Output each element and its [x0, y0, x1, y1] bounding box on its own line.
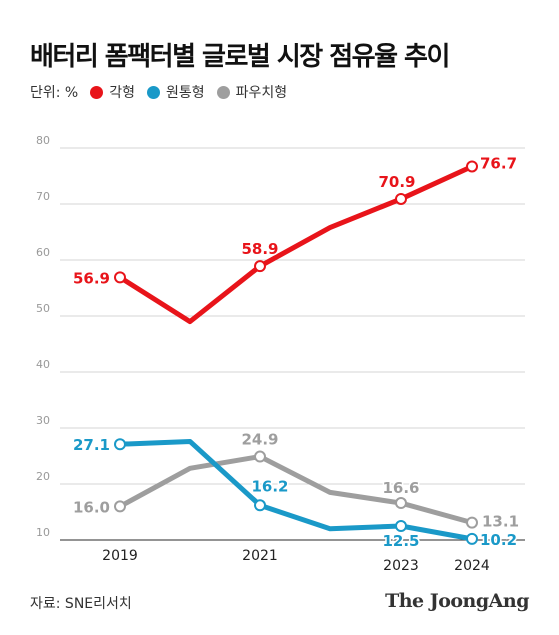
- source-note: 자료: SNE리서치: [30, 596, 132, 612]
- y-tick-label: 70: [36, 190, 50, 203]
- legend-item-prismatic: 각형: [90, 82, 135, 102]
- legend-item-cylindrical: 원통형: [147, 82, 205, 102]
- x-tick-label: 2019: [102, 548, 138, 564]
- data-point: [395, 497, 407, 510]
- legend-label-pouch: 파우치형: [235, 85, 288, 101]
- data-point: [254, 260, 266, 273]
- data-label: 70.9: [378, 173, 415, 191]
- legend-label-prismatic: 각형: [109, 85, 135, 101]
- data-label: 13.1: [482, 513, 519, 531]
- y-tick-label: 50: [36, 302, 50, 315]
- legend-dot-prismatic: [90, 85, 104, 99]
- data-label: 76.7: [480, 154, 517, 172]
- x-axis-ticks: 2019 2021 2023 2024: [102, 548, 490, 574]
- y-tick-label: 30: [36, 414, 50, 427]
- data-point: [466, 160, 478, 173]
- x-tick-label: 2024: [454, 558, 490, 574]
- x-tick-label: 2021: [242, 548, 278, 564]
- data-point: [254, 499, 266, 512]
- unit-label: 단위: %: [30, 85, 79, 101]
- y-tick-label: 10: [36, 526, 50, 539]
- y-tick-label: 40: [36, 358, 50, 371]
- series-line-파우치형: [117, 454, 475, 526]
- data-point: [395, 192, 407, 205]
- series-line-각형: [117, 163, 475, 325]
- chart-title: 배터리 폼팩터별 글로벌 시장 점유율 추이: [30, 42, 450, 72]
- series-markers: [114, 160, 478, 545]
- data-label: 56.9: [73, 269, 110, 287]
- data-label: 16.2: [251, 477, 288, 495]
- legend-dot-cylindrical: [147, 85, 160, 99]
- x-tick-label: 2023: [383, 558, 419, 574]
- y-tick-label: 80: [36, 134, 50, 147]
- data-labels: 16.0 24.9 16.6 13.1 27.1 16.2 12.5 10.2 56.9 58.9…: [71, 153, 520, 552]
- data-point: [254, 450, 266, 463]
- data-label: 27.1: [73, 436, 110, 454]
- data-label: 58.9: [241, 240, 278, 258]
- legend-dot-pouch: [216, 85, 230, 99]
- legend-label-cylindrical: 원통형: [166, 85, 205, 101]
- legend-item-pouch: 파우치형: [216, 82, 288, 102]
- y-tick-label: 20: [36, 470, 50, 483]
- data-point: [395, 520, 407, 532]
- data-point: [114, 271, 126, 284]
- series-line-원통형: [117, 438, 475, 542]
- series-lines: [117, 163, 475, 542]
- gridlines: [60, 147, 525, 541]
- data-point: [114, 438, 126, 451]
- data-point: [466, 516, 478, 529]
- data-label: 16.0: [73, 498, 110, 516]
- legend: 단위: % 각형 원통형 파우치형: [30, 82, 299, 102]
- data-label: 10.2: [480, 531, 517, 549]
- y-tick-label: 60: [36, 246, 50, 259]
- publisher-logo: The JoongAng: [385, 590, 529, 612]
- data-label: 16.6: [382, 479, 419, 497]
- data-point: [466, 532, 478, 545]
- data-point: [114, 500, 126, 513]
- data-label: 12.5: [382, 532, 419, 550]
- y-axis-ticks: 10 20 30 40 50 60 70 80: [36, 134, 50, 539]
- data-label: 24.9: [241, 431, 278, 449]
